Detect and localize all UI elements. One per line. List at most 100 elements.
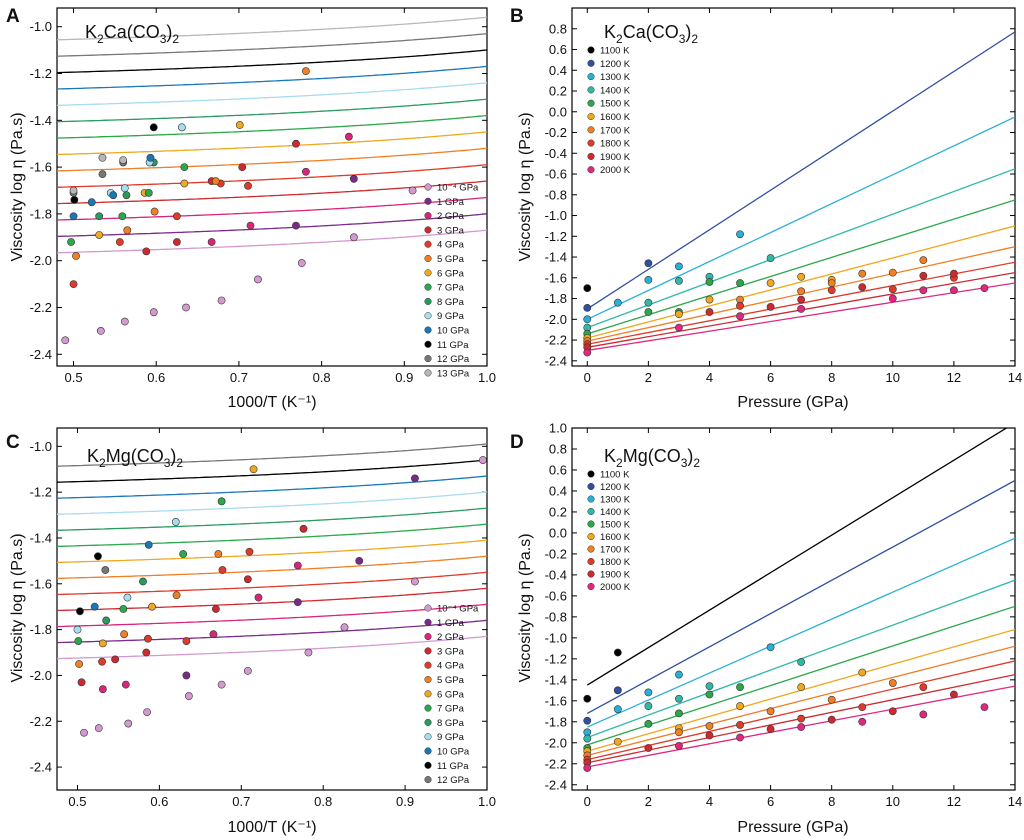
- legend-marker: [424, 733, 432, 741]
- y-tick-label: 0.8: [549, 441, 567, 456]
- data-point: [644, 688, 653, 697]
- y-tick-label: -1.6: [30, 160, 52, 175]
- data-point: [766, 279, 775, 287]
- legend-label: 1100 K: [600, 470, 630, 481]
- y-tick-label: -1.8: [545, 291, 567, 306]
- legend-label: 10⁻⁴ GPa: [437, 604, 479, 615]
- data-point: [705, 731, 714, 740]
- x-tick-label: 2: [645, 794, 652, 809]
- data-point: [74, 637, 83, 645]
- legend-label: 7 GPa: [437, 704, 465, 715]
- y-tick-label: -2.0: [545, 735, 567, 750]
- y-tick-label: 0.6: [549, 42, 567, 57]
- data-point: [675, 742, 683, 750]
- data-point: [122, 191, 131, 200]
- legend-marker: [424, 340, 432, 348]
- legend-marker: [424, 297, 432, 305]
- legend-label: 1 GPa: [437, 618, 465, 629]
- data-point: [797, 295, 806, 304]
- data-point: [109, 191, 118, 200]
- data-point: [949, 690, 958, 699]
- data-point: [583, 284, 592, 293]
- y-axis-title: Viscosity log η (Pa.s): [9, 112, 26, 261]
- data-point: [142, 648, 151, 657]
- legend-label: 1700 K: [600, 545, 631, 556]
- x-tick-label: 4: [706, 370, 713, 385]
- data-point: [766, 725, 775, 734]
- data-point: [292, 221, 300, 230]
- legend-marker: [587, 152, 595, 160]
- y-tick-label: -2.2: [30, 714, 52, 729]
- legend-marker: [424, 675, 432, 684]
- data-point: [171, 518, 180, 526]
- y-tick-label: 0.6: [549, 462, 567, 477]
- data-point: [675, 323, 683, 332]
- legend-label: 9 GPa: [437, 732, 465, 743]
- data-point: [292, 139, 300, 148]
- data-point: [736, 279, 744, 287]
- data-point: [349, 233, 358, 242]
- fit-curve: [57, 180, 487, 205]
- legend-marker: [424, 326, 432, 334]
- legend-marker: [587, 557, 595, 566]
- data-point: [182, 637, 191, 645]
- data-point: [705, 722, 714, 730]
- y-tick-label: -1.4: [30, 113, 52, 128]
- data-point: [94, 724, 103, 733]
- y-tick-label: -1.2: [545, 229, 567, 244]
- data-point: [211, 605, 220, 613]
- data-point: [146, 153, 155, 162]
- y-tick-label: -2.2: [545, 756, 567, 771]
- y-tick-label: -0.6: [545, 588, 567, 603]
- data-points: [73, 456, 487, 737]
- data-point: [69, 280, 78, 289]
- data-point: [919, 710, 928, 719]
- y-tick-label: -0.4: [545, 567, 567, 582]
- data-point: [888, 285, 897, 294]
- y-tick-label: -1.8: [30, 206, 52, 221]
- x-axis-title: Pressure (GPa): [737, 394, 848, 411]
- data-point: [87, 198, 96, 207]
- legend-label: 11 GPa: [437, 761, 469, 772]
- legend-label: 2 GPa: [437, 632, 465, 643]
- legend-label: 12 GPa: [437, 775, 470, 786]
- plot-frame: [56, 427, 488, 791]
- data-point: [705, 690, 714, 699]
- data-points: [61, 67, 417, 345]
- data-point: [766, 302, 775, 311]
- data-points: [583, 643, 989, 772]
- data-point: [209, 630, 218, 639]
- fit-curve: [57, 229, 487, 254]
- data-point: [736, 733, 744, 742]
- legend-marker: [587, 482, 595, 491]
- legend-marker: [424, 312, 432, 320]
- panel-letter: D: [510, 432, 524, 453]
- legend-label: 8 GPa: [437, 297, 465, 308]
- legend-marker: [587, 470, 595, 478]
- x-tick-label: 6: [767, 794, 774, 809]
- data-point: [797, 287, 806, 296]
- data-point: [184, 692, 193, 700]
- legend-marker: [587, 59, 595, 67]
- fit-curves: [57, 443, 487, 660]
- y-tick-label: -1.0: [545, 630, 567, 645]
- fit-line: [587, 605, 1015, 746]
- panel-b: 0 2 4 6 8 10 12 14 -2.4 -2.2 -2.0 -1.8 -1.6 -1.4 -1.2 -…: [510, 6, 1022, 411]
- compound-label: K2Mg(CO3)2: [87, 446, 183, 470]
- data-point: [408, 186, 417, 195]
- data-point: [143, 708, 151, 717]
- fit-line: [587, 225, 1015, 339]
- legend-label: 2000 K: [600, 582, 631, 593]
- data-point: [119, 605, 128, 613]
- data-point: [238, 163, 247, 172]
- x-tick-label: 12: [947, 794, 961, 809]
- fit-curve: [57, 32, 487, 57]
- data-point: [177, 123, 186, 132]
- data-point: [72, 252, 80, 260]
- fit-curve: [57, 131, 487, 156]
- panel-letter: B: [510, 6, 524, 27]
- data-point: [797, 272, 806, 281]
- data-point: [675, 670, 683, 679]
- legend-label: 11 GPa: [437, 340, 469, 351]
- data-point: [736, 230, 744, 239]
